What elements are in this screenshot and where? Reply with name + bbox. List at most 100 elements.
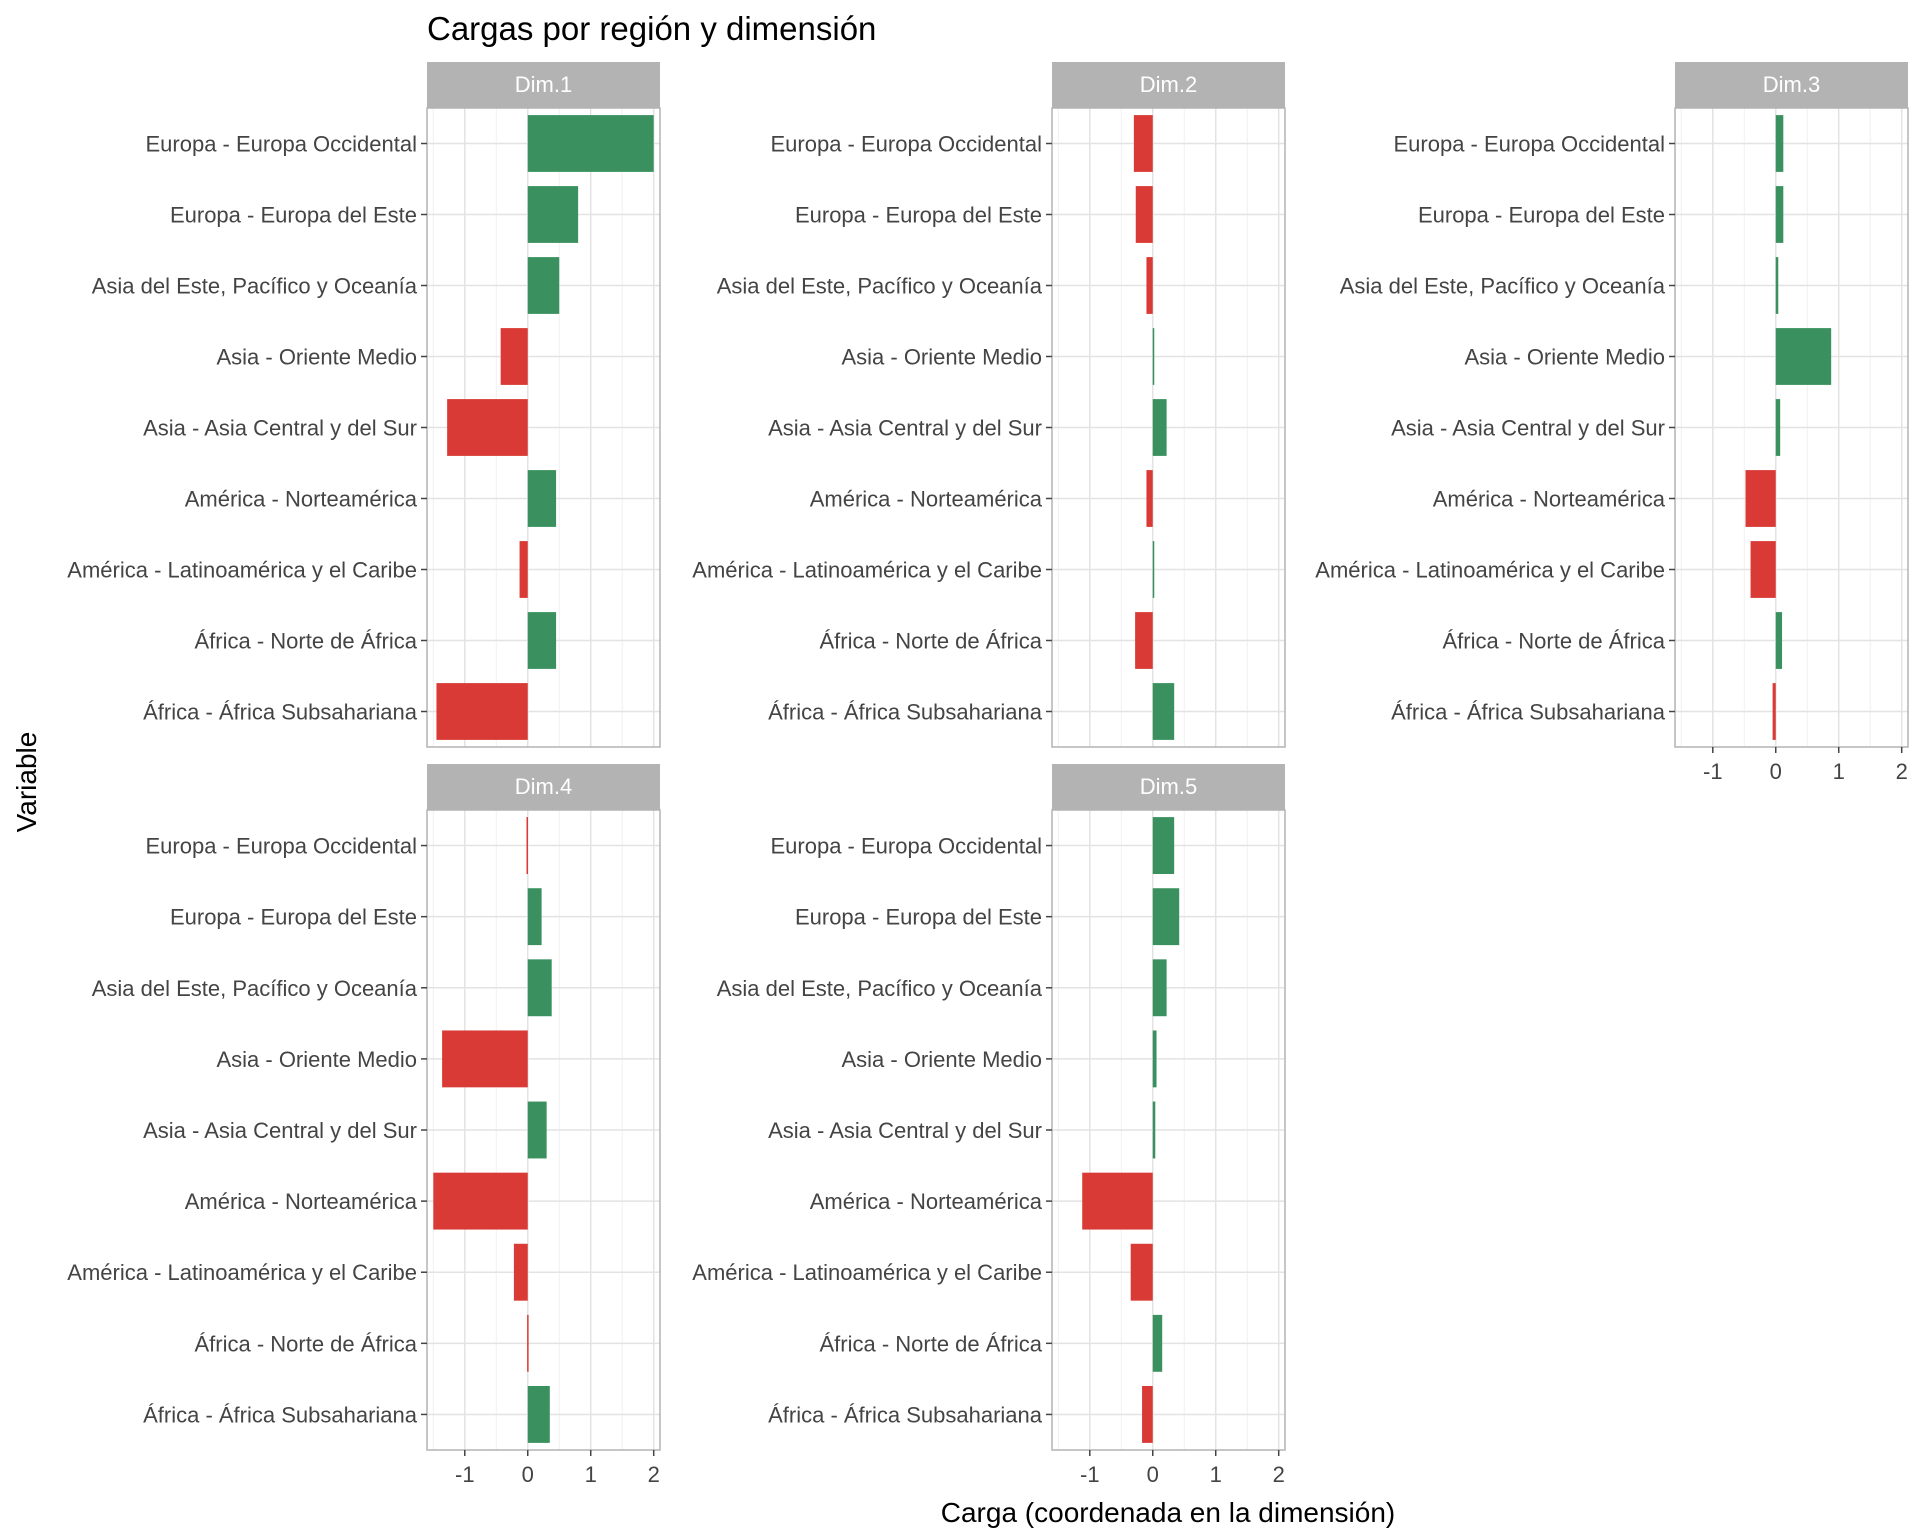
y-tick-label: Asia - Oriente Medio	[841, 345, 1042, 370]
bar	[1775, 328, 1832, 385]
y-tick-label: América - Norteamérica	[810, 1189, 1043, 1214]
x-axis-label: Carga (coordenada en la dimensión)	[941, 1497, 1396, 1528]
y-tick-label: Asia - Asia Central y del Sur	[768, 416, 1042, 441]
bar	[527, 1101, 547, 1159]
bar	[1152, 541, 1155, 598]
facet-strip-label: Dim.2	[1140, 72, 1197, 97]
facet-strip	[1052, 62, 1285, 108]
y-tick-label: Europa - Europa Occidental	[146, 132, 418, 157]
y-tick-label: Europa - Europa Occidental	[1394, 132, 1666, 157]
y-tick-label: África - África Subsahariana	[143, 700, 418, 725]
bar	[1130, 1243, 1153, 1301]
facet-panel-dim3: Dim.3 Europa - Europa Occidental Europa - …	[1315, 62, 1909, 784]
y-tick-label: América - Latinoamérica y el Caribe	[692, 558, 1042, 583]
x-tick-label: 0	[522, 1462, 534, 1487]
y-tick-label: África - Norte de África	[819, 629, 1042, 654]
y-tick-label: Europa - Europa Occidental	[146, 834, 418, 859]
bar	[526, 817, 528, 874]
y-tick-label: Europa - Europa del Este	[795, 203, 1042, 228]
bar	[1135, 612, 1153, 669]
y-tick-label: América - Norteamérica	[1433, 487, 1666, 512]
x-tick-label: 1	[585, 1462, 597, 1487]
bar	[1142, 1386, 1153, 1443]
facet-strip-label: Dim.3	[1763, 72, 1820, 97]
y-tick-label: Asia - Asia Central y del Sur	[1391, 416, 1665, 441]
bar	[527, 115, 654, 172]
bar	[1082, 1172, 1153, 1230]
bar	[1152, 683, 1175, 740]
bar	[1152, 1314, 1163, 1372]
y-tick-label: Asia - Oriente Medio	[216, 1047, 417, 1072]
facet-strip-label: Dim.1	[515, 72, 572, 97]
bar	[519, 541, 528, 598]
bar	[1152, 959, 1167, 1017]
x-tick-label: 2	[648, 1462, 660, 1487]
y-tick-label: África - Norte de África	[194, 629, 417, 654]
bar	[436, 683, 528, 740]
bar	[1146, 257, 1153, 314]
facet-strip	[1052, 764, 1285, 810]
facet-strip-label: Dim.5	[1140, 774, 1197, 799]
y-tick-label: África - Norte de África	[1442, 629, 1665, 654]
bar	[447, 399, 528, 456]
y-tick-label: Asia - Oriente Medio	[216, 345, 417, 370]
bar	[433, 1172, 528, 1230]
y-tick-label: Asia - Asia Central y del Sur	[768, 1118, 1042, 1143]
y-tick-label: Asia - Oriente Medio	[841, 1047, 1042, 1072]
facet-panel-dim4: Dim.4 Europa - Europa Occidental Europa - …	[67, 764, 661, 1487]
y-tick-label: Europa - Europa Occidental	[771, 834, 1043, 859]
y-tick-label: Asia del Este, Pacífico y Oceanía	[717, 274, 1043, 299]
y-axis-label: Variable	[11, 732, 42, 833]
x-tick-label: 1	[1833, 759, 1845, 784]
y-tick-label: América - Latinoamérica y el Caribe	[67, 558, 417, 583]
bar	[1775, 399, 1781, 456]
bar	[442, 1030, 528, 1088]
bar	[1152, 399, 1167, 456]
y-tick-label: América - Latinoamérica y el Caribe	[692, 1260, 1042, 1285]
bar	[527, 186, 579, 243]
bar	[527, 1386, 550, 1443]
bar	[527, 257, 560, 314]
y-tick-label: América - Norteamérica	[185, 487, 418, 512]
x-tick-label: 1	[1210, 1462, 1222, 1487]
y-tick-label: Asia del Este, Pacífico y Oceanía	[92, 274, 418, 299]
bar	[1775, 186, 1784, 243]
bar	[527, 612, 557, 669]
y-tick-label: África - África Subsahariana	[1391, 700, 1666, 725]
y-tick-label: Asia del Este, Pacífico y Oceanía	[717, 976, 1043, 1001]
bar	[1152, 328, 1155, 385]
y-tick-label: Europa - Europa Occidental	[771, 132, 1043, 157]
bar	[527, 470, 557, 527]
bar	[1152, 1030, 1157, 1088]
y-tick-label: América - Norteamérica	[810, 487, 1043, 512]
x-tick-label: 0	[1147, 1462, 1159, 1487]
x-tick-label: 2	[1896, 759, 1908, 784]
bar	[1775, 257, 1779, 314]
y-tick-label: América - Latinoamérica y el Caribe	[1315, 558, 1665, 583]
x-tick-label: 2	[1273, 1462, 1285, 1487]
bar	[1772, 683, 1776, 740]
chart-title: Cargas por región y dimensión	[427, 10, 876, 47]
bar	[1152, 817, 1175, 874]
facet-panels: Dim.1 Europa - Europa Occidental Europa - …	[67, 62, 1909, 1487]
y-tick-label: Europa - Europa del Este	[170, 905, 417, 930]
facet-strip	[427, 62, 660, 108]
y-tick-label: Asia - Asia Central y del Sur	[143, 416, 417, 441]
bar	[527, 1314, 529, 1372]
y-tick-label: América - Latinoamérica y el Caribe	[67, 1260, 417, 1285]
y-tick-label: África - Norte de África	[194, 1331, 417, 1356]
bar	[1135, 186, 1153, 243]
bar	[513, 1243, 528, 1301]
y-tick-label: África - África Subsahariana	[768, 700, 1043, 725]
bar	[1745, 470, 1776, 527]
bar	[1152, 888, 1180, 946]
facet-strip	[427, 764, 660, 810]
bar	[1775, 115, 1784, 172]
y-tick-label: Europa - Europa del Este	[1418, 203, 1665, 228]
bar	[1152, 1101, 1156, 1159]
y-tick-label: Asia del Este, Pacífico y Oceanía	[1340, 274, 1666, 299]
y-tick-label: Asia del Este, Pacífico y Oceanía	[92, 976, 418, 1001]
y-tick-label: Asia - Oriente Medio	[1464, 345, 1665, 370]
y-tick-label: África - Norte de África	[819, 1331, 1042, 1356]
